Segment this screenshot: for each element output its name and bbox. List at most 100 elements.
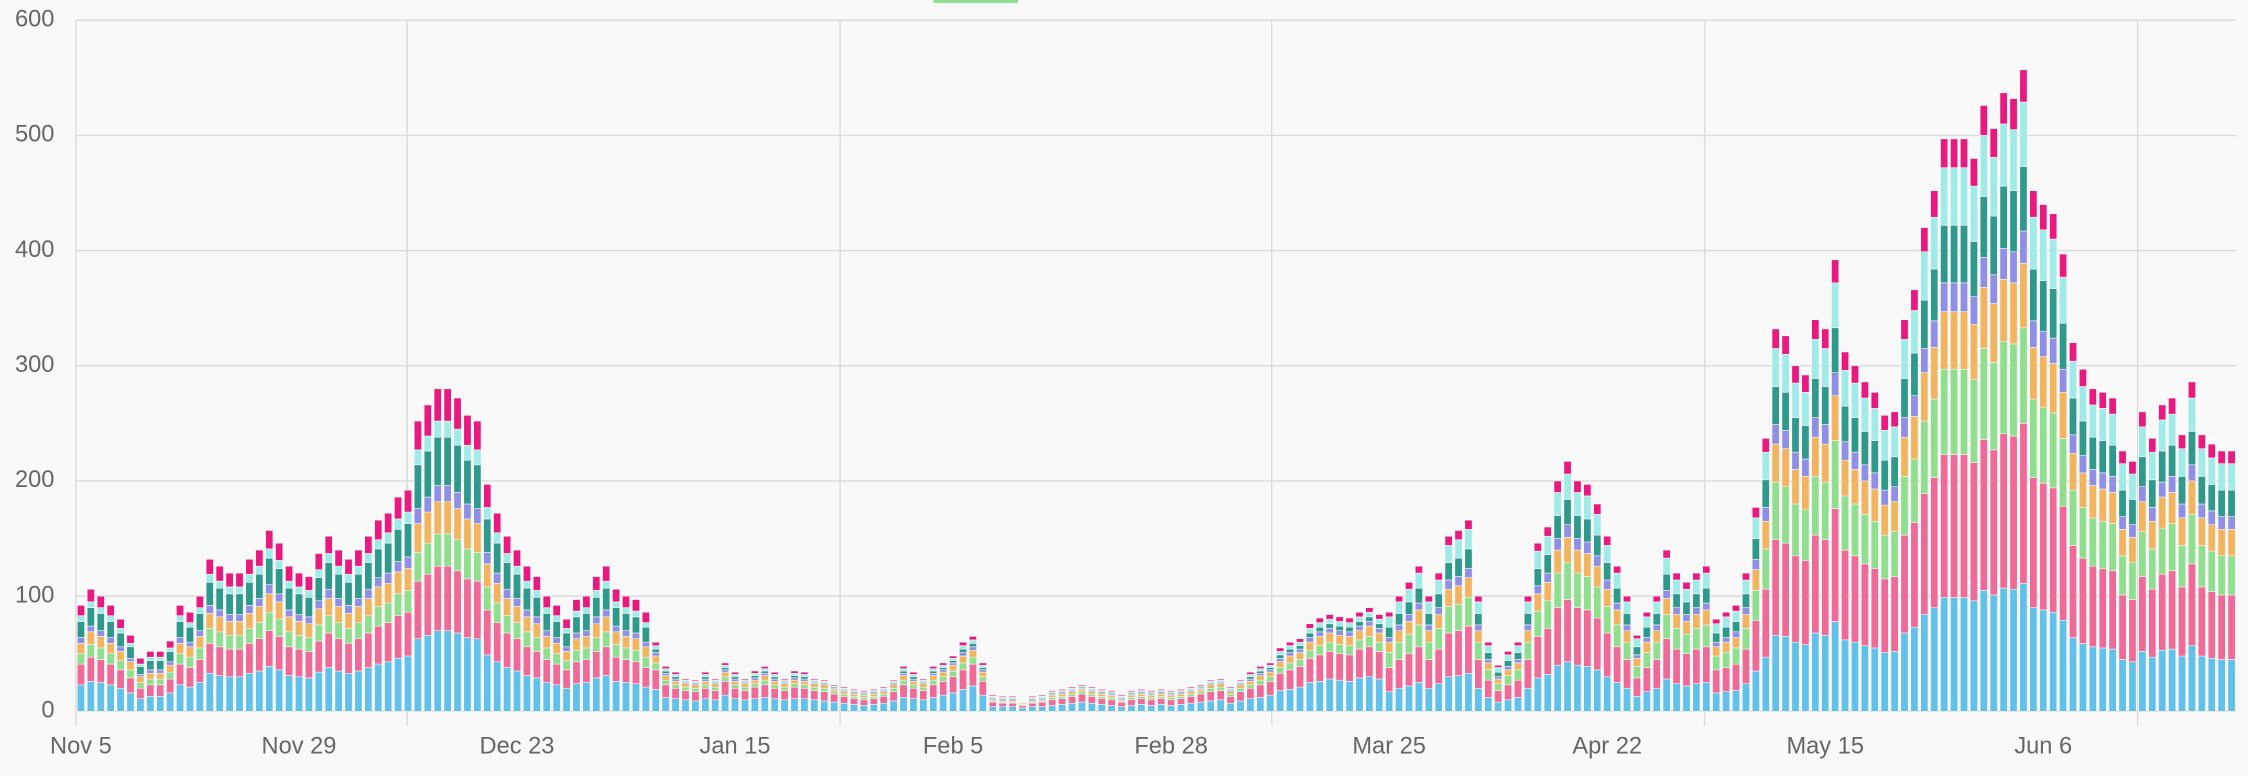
bar-segment [1068,702,1076,712]
bar-segment [1395,595,1404,603]
bar-segment [2108,648,2117,712]
bar-segment [1751,507,1760,519]
bar-segment [1860,563,1869,646]
bar-segment [1167,699,1176,706]
bar-segment [1900,378,1909,418]
bar-segment [205,558,214,575]
bar-segment [1276,667,1285,674]
bar-segment [1385,616,1394,628]
bar-segment [1801,425,1810,460]
bar-segment [1880,459,1889,491]
bar-segment [1147,697,1156,701]
bar-segment [1147,690,1156,693]
bar-segment [1870,647,1879,712]
bar-segment [364,535,373,554]
bar-segment [394,658,403,712]
bar-segment [1464,548,1473,569]
bar-segment [572,632,581,640]
bar-segment [1920,251,1929,301]
bar-segment [1989,594,1998,712]
bar-segment [542,607,551,614]
bar-segment [1296,645,1304,650]
bar-segment [641,686,650,712]
bar-segment [631,632,640,640]
bar-segment [2138,456,2147,487]
bar-segment [1781,448,1790,487]
bar-segment [810,690,819,701]
bar-segment [2088,517,2097,567]
bar-segment [622,636,630,649]
bar-segment [384,542,393,574]
bar-segment [959,689,967,712]
bar-segment [304,677,313,712]
bar-segment [1355,621,1364,627]
bar-segment [1246,671,1255,675]
bar-segment [1583,495,1592,520]
bar-segment [869,698,878,705]
bar-segment [978,662,987,666]
bar-segment [1305,658,1314,683]
bar-segment [1811,476,1820,536]
bar-segment [1286,689,1295,712]
bar-segment [1890,501,1899,532]
bar-segment [760,679,769,686]
bar-segment [285,675,294,712]
bar-segment [1890,486,1899,502]
bar-segment [265,584,274,595]
bar-segment [651,669,660,690]
bar-segment [423,573,432,636]
bar-segment [1979,196,1988,258]
bar-segment [741,683,749,688]
bar-segment [2197,448,2206,477]
bar-segment [1573,607,1582,666]
bar-segment [691,700,700,712]
bar-segment [1702,587,1711,604]
bar-segment [1514,662,1522,671]
bar-segment [1474,630,1483,643]
bar-segment [2049,288,2058,339]
bar-segment [1058,698,1067,705]
bar-segment [2098,520,2107,569]
bar-segment [2168,570,2177,650]
bar-segment [1741,593,1750,608]
bar-segment [859,699,868,706]
bar-segment [1464,625,1473,674]
bar-segment [2059,276,2068,324]
bar-segment [146,669,155,674]
bar-segment [1553,607,1562,666]
bar-segment [324,615,333,634]
bar-segment [1732,605,1740,612]
bar-segment [899,666,908,669]
bar-segment [265,557,274,585]
bar-segment [522,675,531,712]
bar-segment [413,449,422,466]
bar-segment [295,634,303,650]
bar-segment [136,682,145,689]
bar-segment [1286,648,1295,653]
bar-segment [1335,644,1344,654]
bar-segment [453,632,462,712]
bar-segment [235,614,244,622]
bar-segment [780,683,789,688]
bar-segment [1256,697,1265,712]
bar-segment [215,616,224,633]
bar-segment [800,671,809,675]
bar-segment [552,637,561,644]
bar-segment [562,632,571,648]
bar-segment [909,674,918,678]
bar-segment [483,563,492,588]
bar-segment [215,646,224,676]
bar-segment [2059,620,2068,712]
bar-segment [2178,545,2186,588]
bar-segment [800,681,809,686]
bar-segment [850,698,858,705]
bar-segment [1722,641,1731,653]
bar-segment [1732,631,1740,638]
bar-segment [2178,655,2186,712]
bar-segment [641,611,650,623]
bar-segment [285,580,294,589]
bar-segment [790,686,799,699]
bar-segment [889,691,898,702]
bar-segment [1107,690,1116,693]
bar-segment [404,590,412,613]
